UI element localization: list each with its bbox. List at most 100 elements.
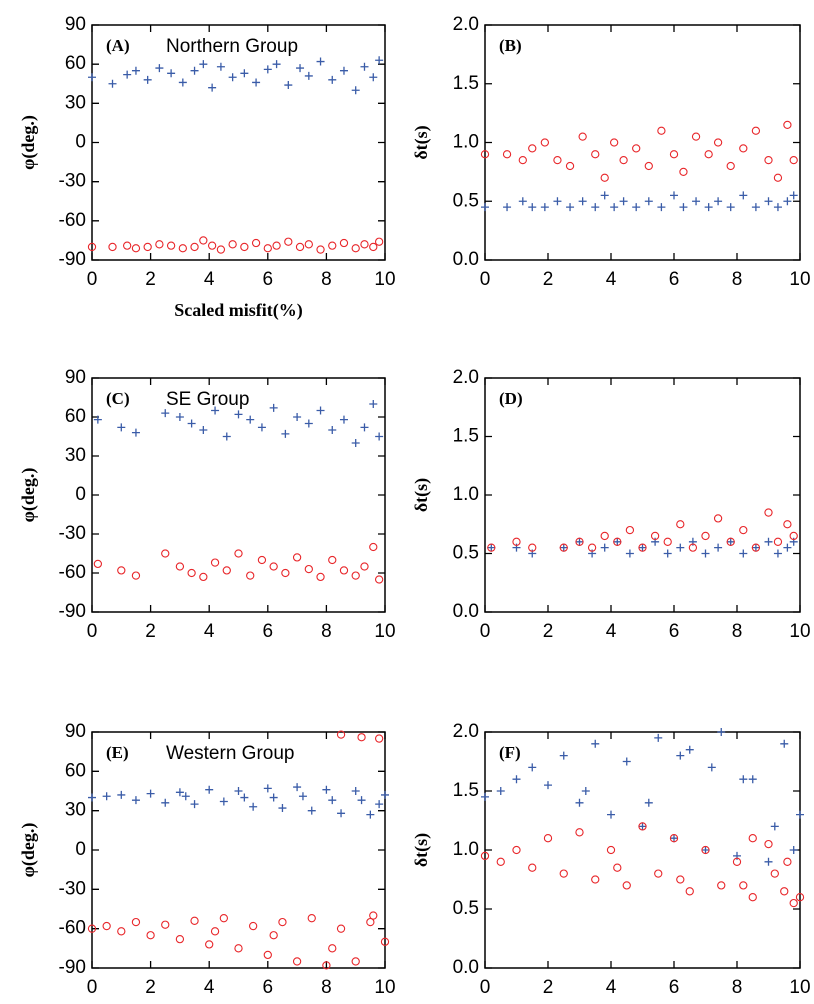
point: [676, 543, 685, 552]
point: [581, 787, 590, 795]
point: [175, 413, 184, 421]
point: [591, 150, 600, 159]
x-axis-label: Scaled misfit(%): [174, 300, 302, 321]
point: [685, 745, 694, 754]
x-tick-label: 6: [263, 269, 274, 290]
point: [284, 237, 293, 246]
point: [575, 798, 584, 807]
y-tick-label: 90: [65, 721, 86, 742]
x-tick-label: 8: [321, 977, 332, 998]
x-tick-label: 6: [669, 621, 680, 642]
x-tick-label: 10: [789, 269, 810, 290]
point: [222, 566, 231, 575]
point: [553, 155, 562, 165]
point: [131, 428, 140, 437]
point: [764, 857, 773, 866]
point: [272, 60, 281, 69]
point: [657, 126, 666, 135]
point: [783, 120, 792, 130]
point: [654, 869, 663, 878]
point: [685, 887, 694, 896]
point: [272, 241, 281, 250]
point: [251, 238, 261, 248]
point: [205, 940, 214, 949]
point: [190, 800, 199, 809]
point: [619, 197, 628, 206]
point: [751, 126, 761, 135]
point: [565, 161, 575, 171]
x-tick-label: 6: [263, 621, 274, 642]
point: [669, 150, 679, 159]
y-tick-label: -90: [59, 249, 86, 270]
point: [375, 432, 384, 441]
point: [316, 245, 325, 254]
point: [161, 409, 170, 418]
point: [234, 787, 243, 795]
point: [381, 790, 389, 799]
point: [773, 173, 783, 182]
point: [117, 566, 126, 575]
point: [481, 792, 489, 801]
point: [240, 242, 249, 252]
point: [600, 531, 609, 541]
point: [328, 796, 337, 805]
panel-label: (F): [499, 743, 521, 762]
point: [295, 242, 305, 252]
point: [688, 543, 698, 552]
point: [789, 846, 798, 854]
point: [600, 543, 609, 552]
point: [304, 419, 313, 428]
point: [638, 543, 647, 552]
point: [676, 751, 685, 760]
x-tick-label: 0: [87, 621, 98, 642]
point: [269, 562, 278, 571]
point: [713, 138, 723, 147]
y-tick-label: 1.0: [453, 839, 479, 860]
point: [307, 806, 316, 815]
point: [606, 845, 616, 855]
point: [657, 203, 666, 212]
point: [307, 914, 316, 923]
x-tick-label: 8: [732, 621, 743, 642]
y-tick-label: 0: [75, 484, 86, 505]
point: [284, 81, 293, 90]
point: [613, 537, 622, 546]
point: [246, 571, 255, 580]
point: [369, 911, 378, 920]
point: [369, 73, 378, 82]
y-axis-label: δt(s): [411, 478, 432, 512]
point: [210, 558, 220, 567]
point: [269, 931, 278, 940]
x-tick-label: 0: [480, 621, 491, 642]
point: [632, 144, 641, 153]
point: [587, 543, 597, 552]
point: [146, 931, 155, 940]
point: [669, 834, 679, 843]
point: [240, 793, 249, 802]
y-tick-label: 2.0: [453, 721, 479, 742]
point: [789, 898, 798, 908]
point: [610, 138, 619, 147]
point: [102, 792, 111, 801]
point: [374, 237, 384, 246]
x-tick-label: 10: [789, 621, 810, 642]
point: [369, 242, 378, 252]
y-tick-label: 0.5: [453, 898, 479, 919]
point: [117, 927, 126, 936]
point: [248, 921, 258, 931]
point: [199, 426, 208, 434]
point: [304, 564, 313, 574]
y-tick-label: 2.0: [453, 367, 479, 388]
point: [199, 236, 208, 245]
point: [351, 86, 360, 95]
point: [717, 881, 726, 890]
point: [93, 415, 102, 424]
point: [796, 810, 804, 819]
point: [269, 793, 278, 802]
point: [211, 406, 220, 415]
y-tick-label: 0.0: [453, 601, 479, 622]
point: [360, 423, 369, 432]
point: [351, 957, 360, 966]
point: [739, 144, 748, 153]
point: [102, 921, 111, 931]
